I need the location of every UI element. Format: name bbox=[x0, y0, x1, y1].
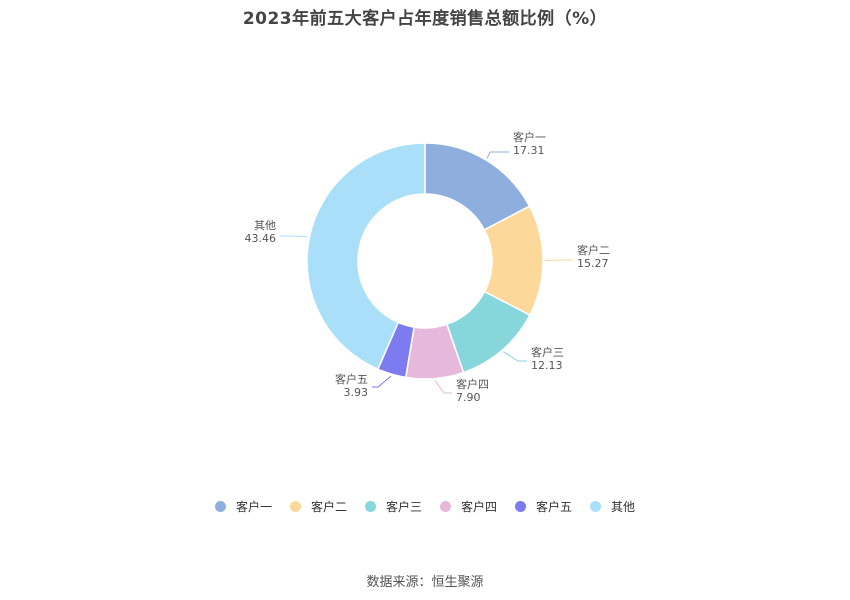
legend-item[interactable]: 客户四 bbox=[440, 498, 497, 515]
legend-label: 客户四 bbox=[461, 500, 498, 514]
legend-item[interactable]: 其他 bbox=[590, 498, 635, 515]
legend-dot-icon bbox=[440, 501, 451, 512]
slice-value-label: 43.46 bbox=[245, 232, 277, 245]
legend-label: 客户五 bbox=[536, 500, 573, 514]
legend-label: 客户二 bbox=[310, 500, 347, 514]
leader-line bbox=[503, 351, 527, 362]
legend-dot-icon bbox=[214, 501, 226, 512]
slice-name-label: 客户一 bbox=[513, 130, 546, 144]
legend-label: 客户一 bbox=[235, 500, 272, 514]
leader-line bbox=[486, 151, 509, 159]
slice-name-label: 客户三 bbox=[531, 345, 564, 359]
legend-dot-icon bbox=[590, 501, 602, 512]
slice-其他[interactable] bbox=[306, 142, 426, 371]
legend-dot-icon bbox=[515, 501, 527, 512]
leader-line bbox=[372, 375, 392, 388]
slice-value-label: 17.31 bbox=[513, 144, 545, 157]
slice-value-label: 3.93 bbox=[344, 386, 369, 399]
legend: 客户一 客户二 客户三 客户四 客户五 其他 bbox=[0, 498, 850, 515]
legend-item[interactable]: 客户二 bbox=[289, 498, 347, 515]
slice-value-label: 12.13 bbox=[531, 359, 563, 372]
chart-title: 2023年前五大客户占年度销售总额比例（%） bbox=[242, 9, 608, 29]
leader-line bbox=[544, 259, 573, 262]
slice-name-label: 客户四 bbox=[456, 377, 489, 391]
slice-name-label: 客户五 bbox=[335, 372, 368, 386]
legend-label: 客户三 bbox=[385, 500, 422, 514]
legend-item[interactable]: 客户一 bbox=[214, 498, 272, 515]
legend-dot-icon bbox=[289, 501, 301, 512]
slice-name-label: 客户二 bbox=[577, 243, 610, 257]
legend-label: 其他 bbox=[611, 500, 636, 514]
leader-line bbox=[434, 380, 452, 394]
slice-value-label: 7.90 bbox=[456, 391, 481, 404]
legend-dot-icon bbox=[364, 501, 376, 512]
legend-item[interactable]: 客户五 bbox=[515, 498, 572, 515]
legend-item[interactable]: 客户三 bbox=[364, 498, 422, 515]
leader-line bbox=[280, 235, 308, 238]
source-note: 数据来源：恒生聚源 bbox=[366, 575, 484, 590]
slice-group bbox=[306, 142, 544, 380]
slice-name-label: 其他 bbox=[254, 219, 276, 232]
slice-value-label: 15.27 bbox=[577, 257, 609, 270]
